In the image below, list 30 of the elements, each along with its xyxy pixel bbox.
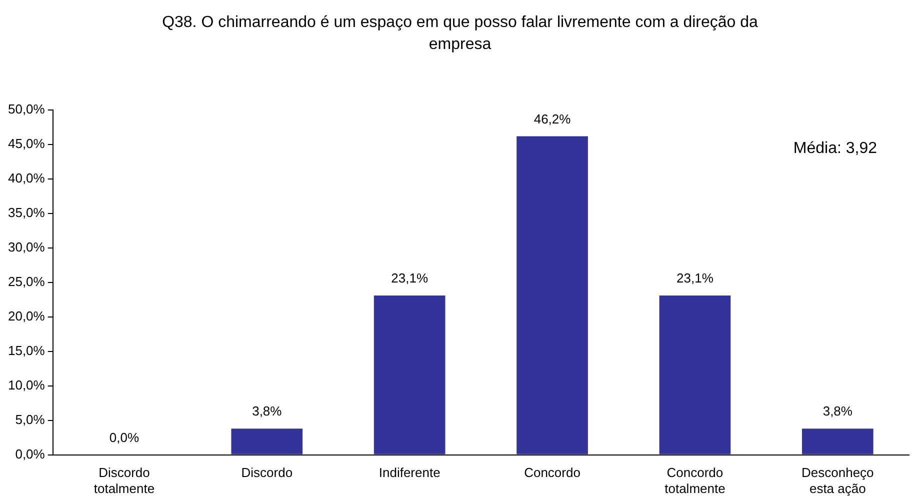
x-tick-label: Concordo totalmente [664, 465, 726, 496]
y-tick-label: 30,0% [8, 240, 46, 254]
y-tick-label: 40,0% [8, 170, 46, 186]
y-tick-label: 50,0% [8, 102, 46, 117]
y-tick-label: 5,0% [15, 412, 46, 427]
bar [374, 296, 446, 454]
y-tick-label: 25,0% [8, 274, 46, 289]
data-label: 3,8% [822, 404, 853, 419]
y-tick-label: 20,0% [8, 308, 46, 324]
y-tick-label: 10,0% [8, 377, 46, 392]
data-label: 23,1% [391, 270, 428, 286]
y-tick-label: 35,0% [8, 205, 46, 220]
bar [231, 428, 303, 454]
chart-title: Q38. O chimarreando é um espaço em que posso falar livremente com a direção da empresa [161, 13, 759, 55]
data-label: 46,2% [534, 111, 572, 126]
y-tick-label: 45,0% [8, 136, 46, 152]
y-tick-label: 0,0% [15, 446, 46, 462]
data-label: 23,1% [676, 270, 714, 286]
y-tick-label: 15,0% [8, 342, 46, 358]
data-label: 3,8% [252, 404, 282, 419]
x-tick-label: Discordo totalmente [94, 465, 155, 496]
x-tick-label: Discordo [241, 465, 293, 480]
bar [516, 136, 588, 454]
annotation: Média: 3,92 [793, 140, 877, 158]
bar [659, 296, 731, 454]
x-tick-label: Desconheço esta ação [802, 465, 874, 496]
data-label: 0,0% [109, 430, 140, 445]
x-tick-label: Concordo [524, 465, 580, 480]
bar [802, 428, 874, 454]
x-tick-label: Indiferente [378, 465, 440, 480]
